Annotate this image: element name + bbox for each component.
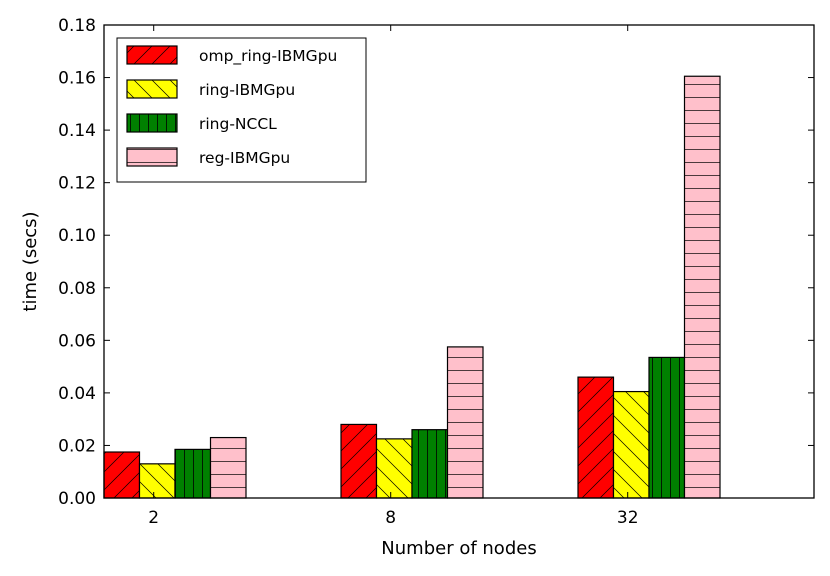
- y-tick-label: 0.02: [58, 436, 96, 456]
- y-tick-label: 0.18: [58, 16, 96, 36]
- bar-outline: [174, 448, 212, 499]
- bar-outline: [648, 356, 686, 499]
- legend-swatch-outline: [126, 113, 178, 133]
- plot-frame: [103, 24, 815, 499]
- bar-outline: [577, 376, 615, 499]
- bar-outline: [209, 436, 247, 499]
- bars-group: [103, 75, 721, 499]
- legend-label: omp_ring-IBMGpu: [199, 47, 337, 66]
- legend-label: ring-IBMGpu: [199, 81, 295, 99]
- x-axis: 2 8 32: [148, 25, 639, 528]
- bar-outline: [612, 390, 650, 499]
- y-tick-label: 0.16: [58, 69, 96, 89]
- bar-outline: [683, 75, 721, 499]
- x-tick-label: 8: [385, 508, 396, 528]
- x-tick-label: 32: [617, 508, 639, 528]
- bar-outline: [446, 346, 484, 499]
- bar-outline: [138, 463, 176, 499]
- legend-swatch-outline: [126, 79, 178, 99]
- bar-outline: [375, 438, 413, 499]
- y-tick-label: 0.00: [58, 489, 96, 509]
- legend-swatch-outline: [126, 45, 178, 65]
- x-axis-title: Number of nodes: [381, 538, 536, 559]
- x-tick-label: 2: [148, 508, 159, 528]
- y-tick-label: 0.12: [58, 174, 96, 194]
- y-tick-label: 0.06: [58, 331, 96, 351]
- legend-swatch-outline: [126, 147, 178, 167]
- legend-label: reg-IBMGpu: [199, 149, 290, 167]
- legend-label: ring-NCCL: [199, 115, 277, 133]
- y-tick-label: 0.10: [58, 226, 96, 246]
- y-axis-title: time (secs): [20, 211, 41, 311]
- bar-outline: [103, 451, 141, 499]
- y-tick-label: 0.04: [58, 384, 96, 404]
- bar-outline: [411, 429, 449, 499]
- y-axis: 0.00 0.02 0.04 0.06 0.08 0.10 0.12 0.14 0.16 0.18: [58, 16, 814, 509]
- legend: omp_ring-IBMGpu ring-IBMGpu ring-NCCL reg-I…: [116, 37, 367, 183]
- y-tick-label: 0.14: [58, 121, 96, 141]
- bar-outline: [340, 423, 378, 499]
- y-tick-label: 0.08: [58, 279, 96, 299]
